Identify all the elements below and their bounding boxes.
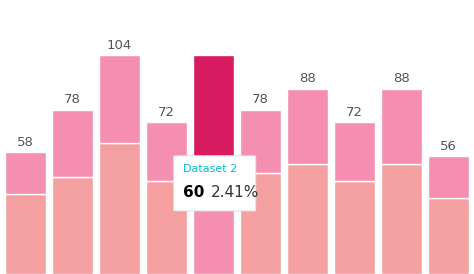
Text: 88: 88 (393, 72, 410, 85)
Bar (52, 110, 93, 177)
Text: 72: 72 (158, 106, 175, 119)
Bar (381, 89, 422, 164)
Bar (5, 194, 46, 274)
Bar (287, 164, 328, 274)
Text: 104: 104 (107, 39, 132, 52)
Text: Dataset 2: Dataset 2 (183, 164, 237, 174)
Bar (99, 55, 140, 143)
Bar (146, 181, 187, 274)
Bar (240, 110, 281, 173)
Bar (5, 152, 46, 194)
Bar (287, 89, 328, 164)
Bar (334, 122, 375, 181)
Text: 78: 78 (64, 93, 81, 106)
Bar (193, 55, 234, 190)
Text: 56: 56 (440, 140, 456, 153)
Bar (52, 177, 93, 274)
FancyBboxPatch shape (173, 156, 256, 211)
Text: 2.41%: 2.41% (211, 185, 260, 201)
Text: 72: 72 (346, 106, 363, 119)
Bar (193, 190, 234, 274)
Text: 78: 78 (252, 93, 269, 106)
Bar (381, 164, 422, 274)
Bar (428, 156, 469, 198)
Bar (99, 143, 140, 274)
Text: 88: 88 (299, 72, 316, 85)
Bar (240, 173, 281, 274)
Bar (428, 198, 469, 274)
Bar (146, 122, 187, 181)
Bar (334, 181, 375, 274)
Text: 58: 58 (18, 136, 34, 149)
Text: 60: 60 (183, 185, 204, 201)
